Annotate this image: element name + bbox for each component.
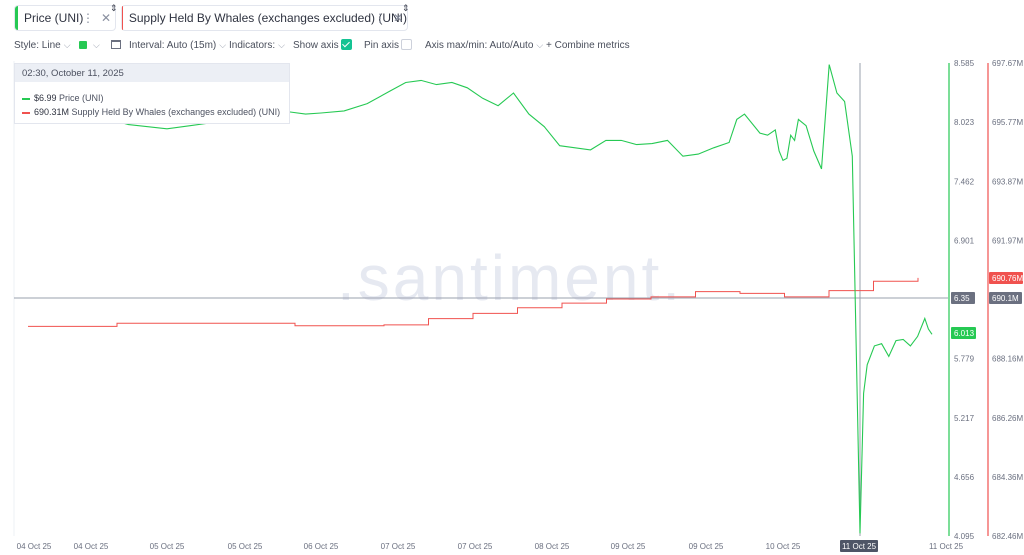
show-axis-label: Show axis — [293, 40, 339, 51]
crosshair-price-label: 6.35 — [954, 294, 970, 303]
tab-price-uni[interactable]: Price (UNI) ⋮ ✕ — [14, 5, 116, 31]
current-supply-label-bg — [989, 272, 1023, 284]
chevron-down-icon[interactable]: ⌵ — [93, 40, 100, 50]
x-axis-tick: 05 Oct 25 — [228, 542, 263, 551]
price-series-line — [89, 64, 933, 534]
x-axis-tick: 06 Oct 25 — [304, 542, 339, 551]
price-axis-tick: 5.217 — [954, 414, 975, 423]
pin-icon[interactable]: ⇕ — [110, 3, 118, 13]
supply-axis-tick: 686.26M — [992, 414, 1023, 423]
price-axis-tick: 4.095 — [954, 532, 975, 541]
x-axis-tick: 11 Oct 25 — [929, 542, 964, 551]
pin-axis-label: Pin axis — [364, 40, 400, 51]
price-legend-line — [22, 97, 30, 100]
tooltip-row-supply: 690.31M Supply Held By Whales (exchanges… — [22, 107, 280, 117]
pin-axis-checkbox[interactable] — [401, 39, 412, 50]
santiment-watermark: .santiment. — [337, 242, 683, 314]
supply-axis-tick: 684.36M — [992, 473, 1023, 482]
show-axis-checkbox[interactable] — [341, 39, 352, 50]
price-axis-tick: 4.656 — [954, 473, 975, 482]
close-icon[interactable]: ✕ — [393, 11, 404, 25]
tab-whale-supply[interactable]: Supply Held By Whales (exchanges exclude… — [121, 5, 408, 31]
tooltip-price-value: $6.99 — [34, 93, 57, 103]
color-swatch[interactable] — [79, 41, 87, 49]
x-axis-tick: 11 Oct 25 — [842, 542, 877, 551]
calendar-icon — [111, 40, 121, 49]
supply-axis-tick: 697.67M — [992, 59, 1023, 68]
price-axis-tick: 6.901 — [954, 236, 975, 245]
axis-minmax-select[interactable]: Axis max/min: Auto/Auto ⌵ — [425, 40, 543, 51]
close-icon[interactable]: ✕ — [101, 11, 112, 25]
price-axis-tick: 7.462 — [954, 177, 975, 186]
tooltip-price-name: Price (UNI) — [59, 93, 104, 103]
supply-axis-tick: 682.46M — [992, 532, 1023, 541]
current-price-label-bg — [951, 327, 976, 339]
combine-metrics-label: Combine metrics — [554, 40, 630, 51]
supply-axis-tick: 691.97M — [992, 236, 1023, 245]
combine-metrics-button[interactable]: + Combine metrics — [546, 40, 630, 51]
x-axis-tick: 04 Oct 25 — [74, 542, 109, 551]
tab-price-label: Price (UNI) — [24, 11, 84, 25]
crosshair-supply-label-bg — [989, 292, 1022, 304]
more-options-icon[interactable]: ⋮ — [374, 11, 386, 25]
metric-tabs: Price (UNI) ⋮ ✕ ⇕ Supply Held By Whales … — [0, 0, 1024, 36]
x-axis-tick: 09 Oct 25 — [689, 542, 724, 551]
pin-icon[interactable]: ⇕ — [402, 3, 410, 13]
chevron-down-icon: ⌵ — [536, 40, 544, 50]
current-price-label: 6.013 — [954, 329, 975, 338]
tooltip-supply-name: Supply Held By Whales (exchanges exclude… — [71, 107, 281, 117]
supply-color-stripe — [122, 6, 123, 30]
price-color-stripe — [15, 6, 18, 30]
crosshair-date-badge — [840, 540, 878, 552]
chart-tooltip: 02:30, October 11, 2025 $6.99 Price (UNI… — [14, 63, 290, 124]
style-select[interactable]: Style: Line ⌵ — [14, 40, 71, 51]
x-axis-tick: 10 Oct 25 — [766, 542, 801, 551]
indicators-select[interactable]: Indicators: ⌵ — [229, 40, 285, 51]
crosshair-price-label-bg — [951, 292, 975, 304]
chevron-down-icon: ⌵ — [278, 40, 285, 50]
x-axis-tick: 08 Oct 25 — [535, 542, 570, 551]
style-label: Style: Line — [14, 40, 61, 51]
chevron-down-icon: ⌵ — [219, 40, 227, 50]
chart-toolbar: Style: Line ⌵ ⌵ Interval: Auto (15m) ⌵ Ind… — [0, 37, 1024, 55]
price-axis-tick: 5.779 — [954, 355, 975, 364]
current-supply-label: 690.76M — [992, 274, 1023, 283]
price-axis-tick: 8.023 — [954, 118, 975, 127]
tab-supply-label: Supply Held By Whales (exchanges exclude… — [128, 11, 407, 25]
interval-label: Interval: Auto (15m) — [129, 40, 217, 51]
supply-axis-tick: 688.16M — [992, 355, 1023, 364]
crosshair-supply-label: 690.1M — [992, 294, 1019, 303]
tooltip-date: 02:30, October 11, 2025 — [15, 64, 289, 82]
chevron-down-icon: ⌵ — [63, 40, 71, 50]
x-axis-tick: 05 Oct 25 — [150, 542, 185, 551]
more-options-icon[interactable]: ⋮ — [82, 11, 94, 25]
axis-minmax-label: Axis max/min: Auto/Auto — [425, 40, 534, 51]
interval-select[interactable]: Interval: Auto (15m) ⌵ — [129, 40, 226, 51]
x-axis-tick: 04 Oct 25 — [17, 542, 52, 551]
plus-icon: + — [546, 40, 555, 51]
supply-legend-line — [22, 111, 30, 114]
supply-series-line — [28, 277, 919, 327]
tooltip-row-price: $6.99 Price (UNI) — [22, 93, 104, 103]
tooltip-supply-value: 690.31M — [34, 107, 70, 117]
x-axis-tick: 07 Oct 25 — [381, 542, 416, 551]
price-axis-tick: 8.585 — [954, 59, 975, 68]
supply-axis-tick: 693.87M — [992, 177, 1023, 186]
supply-axis-tick: 695.77M — [992, 118, 1023, 127]
x-axis-tick: 07 Oct 25 — [458, 542, 493, 551]
x-axis-tick: 09 Oct 25 — [611, 542, 646, 551]
indicators-label: Indicators: — [229, 40, 276, 51]
